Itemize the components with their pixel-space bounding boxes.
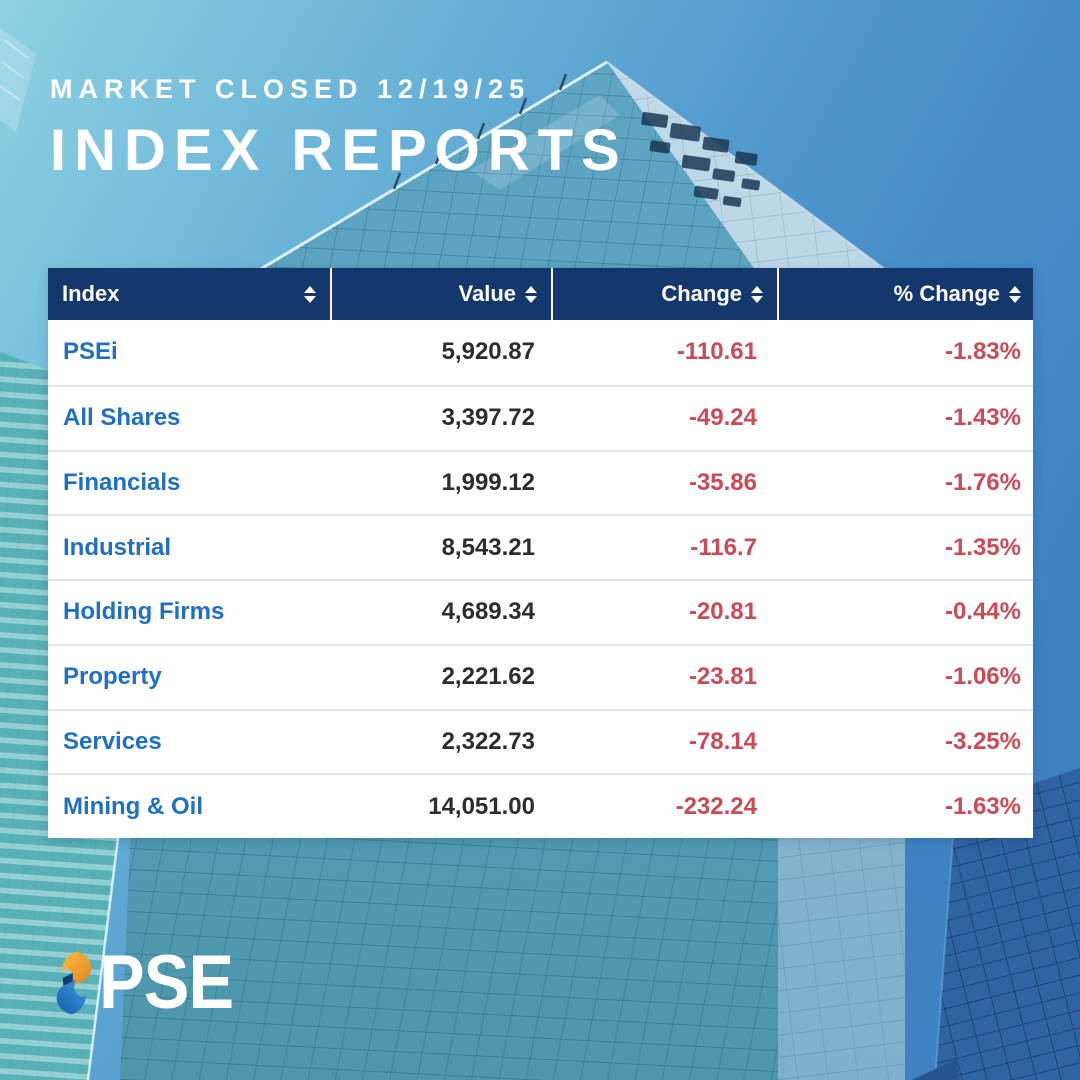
sort-arrows-icon xyxy=(304,285,316,303)
sort-arrows-icon xyxy=(525,285,537,303)
table-body: PSEi 5,920.87 -110.61 -1.83% All Shares … xyxy=(48,320,1033,838)
index-change: -20.81 xyxy=(688,598,757,626)
table-row: Mining & Oil 14,051.00 -232.24 -1.63% xyxy=(48,773,1033,838)
index-name-link[interactable]: Financials xyxy=(63,468,181,496)
index-change: -49.24 xyxy=(688,404,757,432)
index-pct-change: -1.76% xyxy=(944,468,1021,496)
index-value: 2,221.62 xyxy=(441,663,535,691)
market-status-line: MARKET CLOSED 12/19/25 xyxy=(50,74,531,104)
index-name-link[interactable]: Mining & Oil xyxy=(63,792,203,820)
index-report-table: Index Value Change % Change PSEi 5,920.8… xyxy=(48,268,1033,838)
column-label: Index xyxy=(62,281,120,306)
index-name-link[interactable]: All Shares xyxy=(63,404,181,432)
sort-arrows-icon xyxy=(751,285,763,303)
index-name-link[interactable]: Holding Firms xyxy=(63,598,225,626)
index-change: -23.81 xyxy=(688,663,757,691)
index-value: 1,999.12 xyxy=(441,468,535,496)
index-value: 3,397.72 xyxy=(441,404,535,432)
table-row: Property 2,221.62 -23.81 -1.06% xyxy=(48,643,1033,709)
table-row: Financials 1,999.12 -35.86 -1.76% xyxy=(48,449,1033,515)
index-name-link[interactable]: Property xyxy=(63,663,162,691)
index-change: -116.7 xyxy=(690,533,757,561)
index-pct-change: -1.06% xyxy=(944,663,1021,691)
page-title: INDEX REPORTS xyxy=(50,118,628,183)
index-pct-change: -3.25% xyxy=(944,727,1021,755)
index-name-link[interactable]: Industrial xyxy=(63,533,172,561)
index-pct-change: -1.63% xyxy=(944,792,1021,820)
index-pct-change: -1.43% xyxy=(944,404,1021,432)
column-header-pct-change[interactable]: % Change xyxy=(777,268,1033,320)
index-value: 5,920.87 xyxy=(441,338,535,366)
column-header-change[interactable]: Change xyxy=(551,268,777,320)
table-row: PSEi 5,920.87 -110.61 -1.83% xyxy=(48,320,1033,385)
index-change: -35.86 xyxy=(688,468,757,496)
index-change: -110.61 xyxy=(676,338,757,366)
table-row: Services 2,322.73 -78.14 -3.25% xyxy=(48,708,1033,774)
pse-logo: PSE xyxy=(54,944,248,1022)
table-row: All Shares 3,397.72 -49.24 -1.43% xyxy=(48,384,1033,450)
column-header-index[interactable]: Index xyxy=(48,268,330,320)
index-pct-change: -1.35% xyxy=(944,533,1021,561)
index-value: 4,689.34 xyxy=(441,598,535,626)
index-pct-change: -1.83% xyxy=(944,338,1021,366)
index-value: 8,543.21 xyxy=(441,533,535,561)
column-label: Change xyxy=(661,281,742,306)
column-label: % Change xyxy=(893,281,1000,306)
table-row: Holding Firms 4,689.34 -20.81 -0.44% xyxy=(48,579,1033,644)
index-pct-change: -0.44% xyxy=(944,598,1021,626)
column-header-value[interactable]: Value xyxy=(330,268,551,320)
banner: MARKET CLOSED 12/19/25 INDEX REPORTS xyxy=(50,74,628,184)
table-row: Industrial 8,543.21 -116.7 -1.35% xyxy=(48,514,1033,579)
column-label: Value xyxy=(458,281,516,306)
index-value: 2,322.73 xyxy=(441,727,535,755)
index-value: 14,051.00 xyxy=(428,792,535,820)
sort-arrows-icon xyxy=(1009,285,1021,303)
pse-logo-text: PSE xyxy=(99,940,234,1025)
pse-swirl-logo-icon xyxy=(56,951,92,1015)
index-change: -232.24 xyxy=(675,792,757,820)
index-change: -78.14 xyxy=(688,727,757,755)
table-header-row: Index Value Change % Change xyxy=(48,268,1033,320)
index-name-link[interactable]: PSEi xyxy=(63,338,118,366)
index-name-link[interactable]: Services xyxy=(63,727,162,755)
